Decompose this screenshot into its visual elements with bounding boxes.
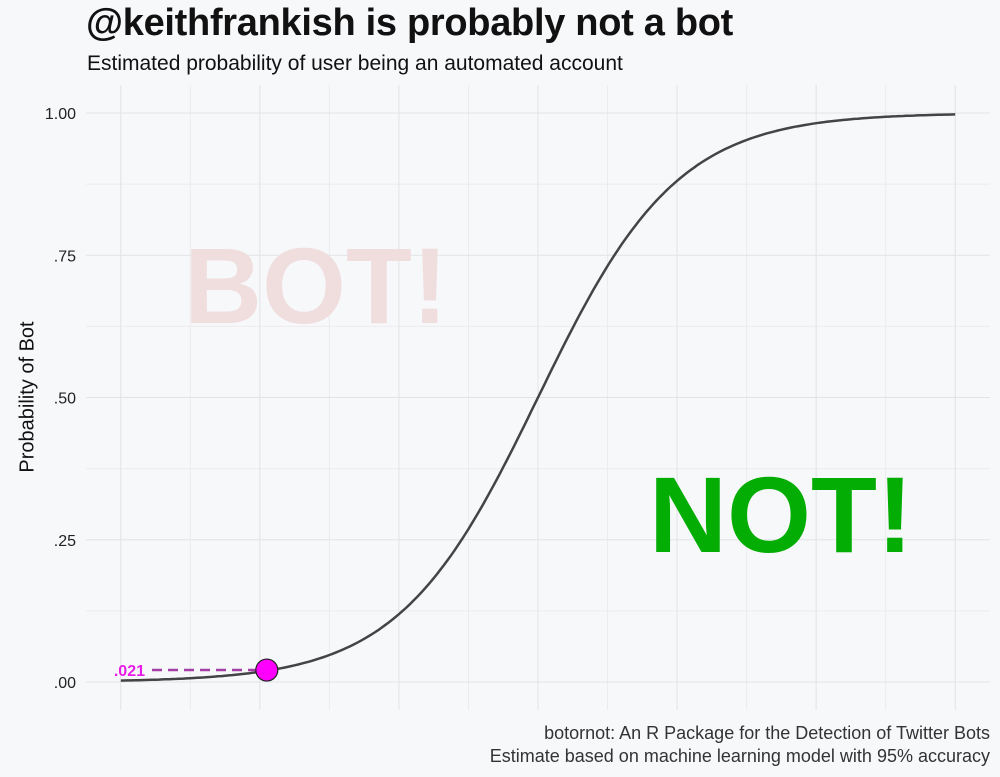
y-tick-label: .50 — [54, 391, 76, 408]
highlight-value-label: .021 — [114, 663, 145, 680]
highlight-point — [255, 658, 279, 682]
caption-line-2: Estimate based on machine learning model… — [489, 746, 990, 766]
y-tick-label: 1.00 — [45, 106, 76, 123]
chart-caption: botornot: An R Package for the Detection… — [490, 722, 990, 768]
chart-title: @keithfrankish is probably not a bot — [86, 2, 734, 44]
not-annotation: NOT! — [649, 454, 913, 575]
y-tick-label: .25 — [54, 533, 76, 550]
caption-line-1: botornot: An R Package for the Detection… — [544, 723, 990, 743]
bot-annotation: BOT! — [184, 225, 448, 346]
y-tick-label: .00 — [54, 675, 76, 692]
y-tick-label: .75 — [54, 248, 76, 265]
chart-subtitle: Estimated probability of user being an a… — [87, 52, 623, 75]
